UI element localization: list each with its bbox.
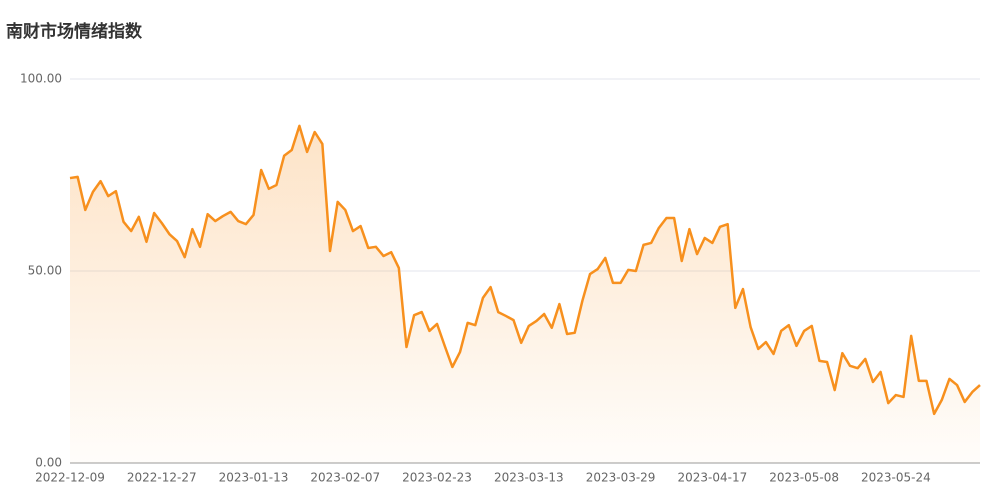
x-tick-label: 2022-12-09 bbox=[35, 471, 105, 485]
x-tick-label: 2023-04-17 bbox=[677, 471, 747, 485]
y-tick-label: 100.00 bbox=[20, 72, 62, 86]
chart-title: 南财市场情绪指数 bbox=[6, 21, 143, 42]
x-tick-label: 2023-05-08 bbox=[769, 471, 839, 485]
x-tick-label: 2023-03-13 bbox=[494, 471, 564, 485]
x-tick-label: 2022-12-27 bbox=[127, 471, 197, 485]
y-tick-label: 0.00 bbox=[35, 456, 62, 470]
x-tick-label: 2023-02-07 bbox=[310, 471, 380, 485]
x-tick-label: 2023-01-13 bbox=[219, 471, 289, 485]
area bbox=[70, 125, 980, 463]
x-tick-label: 2023-02-23 bbox=[402, 471, 472, 485]
y-tick-label: 50.00 bbox=[28, 264, 62, 278]
x-tick-label: 2023-03-29 bbox=[586, 471, 656, 485]
x-tick-label: 2023-05-24 bbox=[861, 471, 931, 485]
line bbox=[69, 124, 981, 416]
